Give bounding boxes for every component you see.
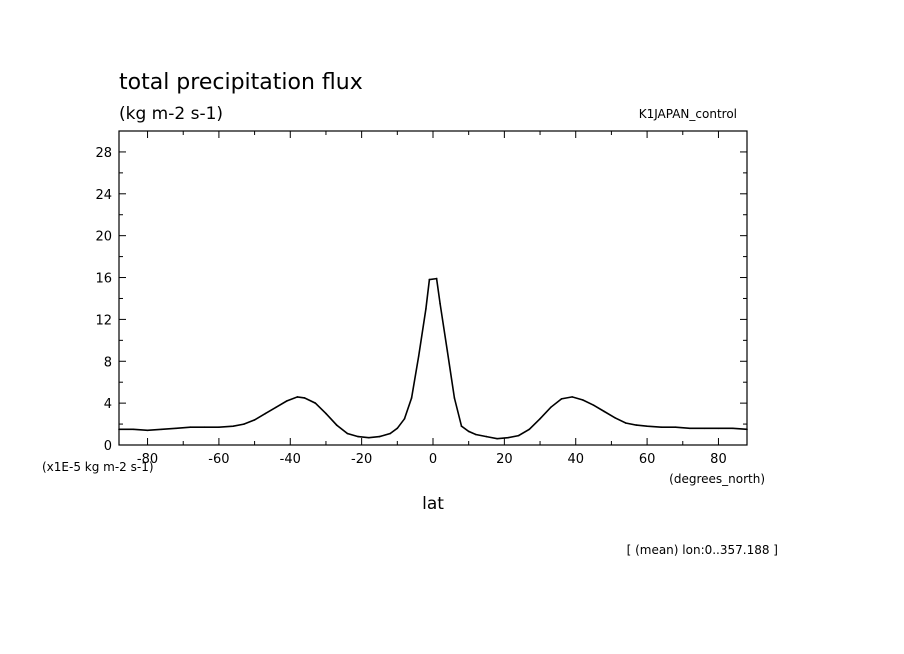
- data-point: [539, 418, 541, 420]
- chart-title: total precipitation flux: [119, 70, 363, 95]
- data-point: [592, 404, 595, 407]
- x-tick-label: 80: [710, 452, 727, 467]
- chart-subtitle: (kg m-2 s-1): [119, 104, 223, 124]
- axis-ticks: [119, 130, 747, 446]
- data-point: [646, 425, 648, 428]
- data-point: [460, 425, 463, 428]
- footnote: [ (mean) lon:0..357.188 ]: [627, 543, 778, 557]
- y-tick-label: 28: [95, 146, 112, 161]
- data-point: [507, 436, 509, 439]
- x-tick-label: 40: [567, 452, 584, 467]
- data-point: [560, 398, 563, 400]
- y-tick-label: 4: [104, 397, 112, 412]
- x-axis-label: lat: [422, 494, 444, 514]
- data-point: [264, 412, 267, 415]
- y-tick-label: 20: [95, 230, 112, 245]
- data-point: [475, 433, 477, 436]
- data-point: [467, 430, 470, 433]
- data-point: [132, 428, 135, 431]
- data-point: [731, 427, 734, 430]
- data-point: [717, 427, 720, 430]
- data-point: [232, 425, 234, 428]
- data-point: [439, 302, 441, 305]
- y-scale-label: (x1E-5 kg m-2 s-1): [42, 460, 154, 474]
- data-point: [203, 426, 206, 429]
- data-point: [496, 437, 499, 440]
- data-point: [175, 427, 177, 430]
- data-point: [189, 426, 192, 429]
- data-point: [161, 428, 163, 431]
- x-tick-label: -40: [280, 452, 301, 467]
- y-tick-label: 16: [95, 272, 112, 287]
- data-point: [410, 397, 413, 399]
- x-tick-labels: -80 -60 -40 -20 0 20 40 60 80: [137, 452, 727, 467]
- data-point: [296, 396, 299, 398]
- data-point: [118, 428, 120, 431]
- y-tick-label: 8: [104, 355, 112, 370]
- data-point: [689, 427, 691, 430]
- x-tick-label: -60: [208, 452, 229, 467]
- data-point: [635, 424, 638, 426]
- data-point: [435, 277, 438, 280]
- data-point: [357, 435, 359, 438]
- x-tick-label: -80: [137, 452, 158, 467]
- data-point: [571, 396, 573, 398]
- data-point: [146, 429, 149, 432]
- experiment-label: K1JAPAN_control: [639, 107, 737, 121]
- series-line: [119, 277, 748, 440]
- data-point: [275, 406, 277, 409]
- data-point: [335, 424, 338, 426]
- data-point: [368, 436, 370, 439]
- x-tick-label: -20: [351, 452, 372, 467]
- data-point: [614, 417, 616, 419]
- data-point: [314, 402, 317, 404]
- data-point: [285, 400, 288, 402]
- data-point: [417, 355, 420, 357]
- data-point: [528, 428, 531, 431]
- data-point: [703, 427, 705, 430]
- data-point: [603, 410, 606, 413]
- data-point: [218, 426, 220, 429]
- x-tick-label: 0: [429, 452, 437, 467]
- data-point: [582, 399, 584, 401]
- data-point: [624, 422, 627, 424]
- x-tick-label: 60: [639, 452, 656, 467]
- data-point: [425, 308, 427, 310]
- y-tick-label: 24: [95, 188, 112, 203]
- plot-frame: [118, 130, 748, 446]
- data-point: [453, 397, 456, 399]
- data-point: [378, 435, 381, 438]
- data-point: [446, 350, 449, 352]
- data-point: [403, 418, 406, 420]
- data-point: [325, 412, 327, 415]
- data-point: [550, 406, 552, 409]
- x-units-label: (degrees_north): [669, 472, 765, 486]
- data-point: [485, 435, 488, 438]
- data-point: [428, 278, 431, 281]
- y-tick-label: 0: [104, 439, 112, 454]
- data-point: [389, 432, 392, 435]
- y-tick-labels: 0 4 8 12 16 20 24 28: [95, 146, 112, 454]
- data-point: [660, 426, 663, 429]
- data-point: [674, 426, 677, 429]
- data-point: [303, 397, 306, 399]
- data-point: [346, 432, 349, 435]
- data-point: [746, 428, 748, 431]
- data-point: [517, 434, 520, 437]
- data-point: [396, 427, 399, 430]
- data-point: [243, 423, 245, 425]
- y-tick-label: 12: [95, 313, 112, 328]
- data-point: [253, 419, 256, 421]
- x-tick-label: 20: [496, 452, 513, 467]
- series-points: [118, 277, 748, 440]
